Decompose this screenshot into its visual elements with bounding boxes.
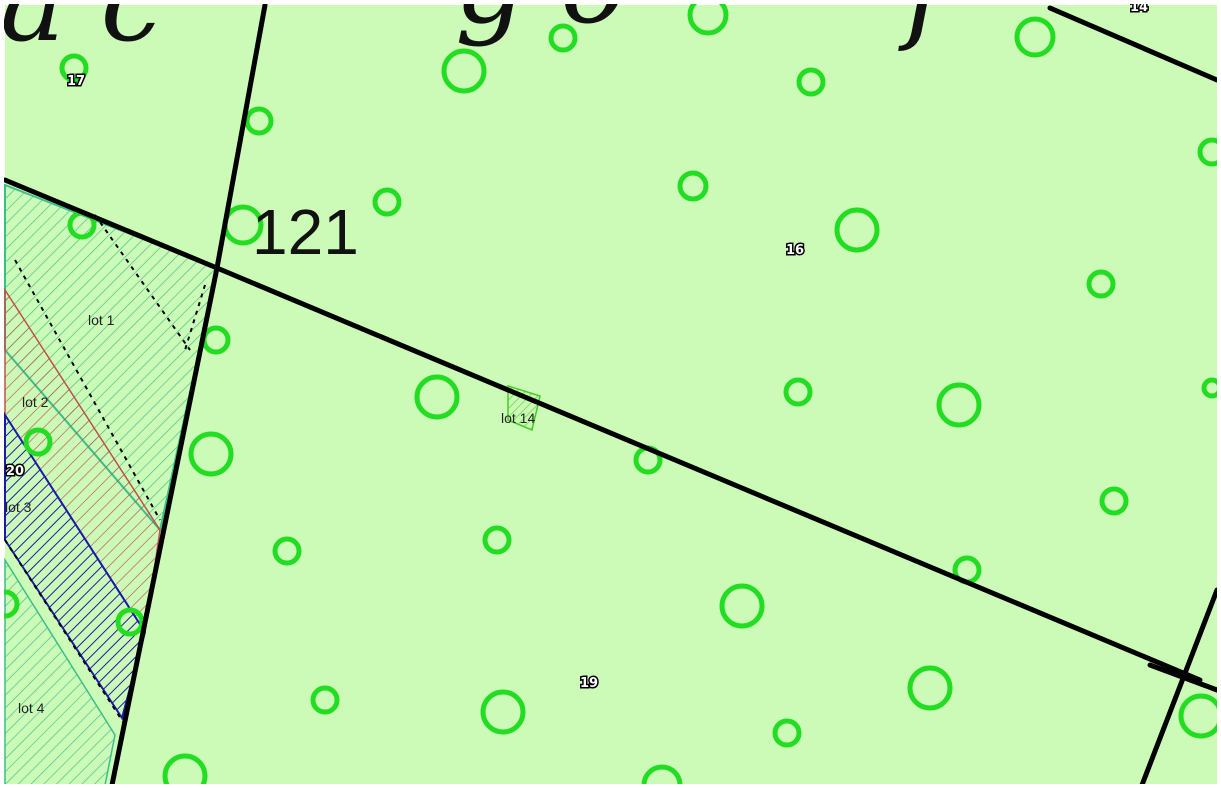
lot-label-3: lot 3 bbox=[5, 499, 32, 515]
dotted-lines bbox=[4, 214, 206, 726]
lot-label-2: lot 2 bbox=[22, 394, 49, 410]
map-background bbox=[5, 5, 1217, 785]
lot-label-14: lot 14 bbox=[501, 410, 535, 426]
lot-14-area[interactable] bbox=[507, 384, 541, 432]
parcel-number-16[interactable]: 16 bbox=[785, 242, 806, 260]
parcel-number-19[interactable]: 19 bbox=[579, 675, 600, 693]
svg-text:a c: a c bbox=[0, 0, 162, 66]
parcel-number-20[interactable]: 20 bbox=[5, 463, 26, 481]
lot-label-4: lot 4 bbox=[18, 700, 45, 716]
section-number: 121 bbox=[252, 196, 359, 268]
svg-text:g o: g o bbox=[455, 0, 627, 48]
lot-label-1: lot 1 bbox=[88, 312, 115, 328]
parcel-number-17[interactable]: 17 bbox=[66, 73, 87, 91]
lot-3-area[interactable] bbox=[4, 411, 147, 721]
